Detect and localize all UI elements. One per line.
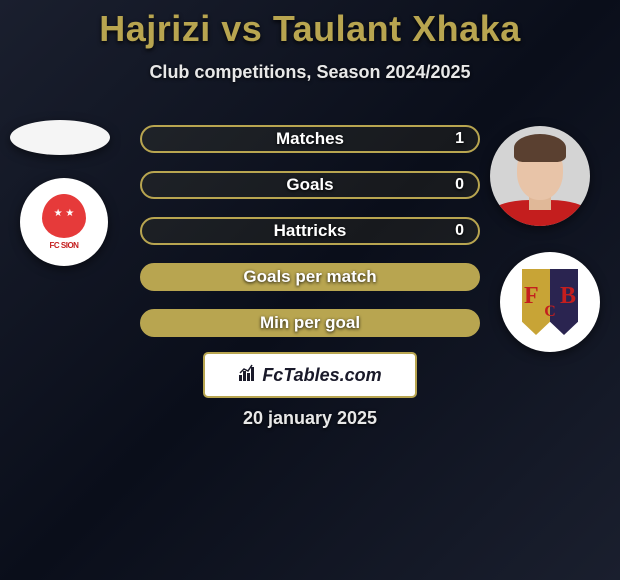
- stat-label: Goals: [286, 175, 333, 195]
- stat-bar-min-per-goal: Min per goal: [140, 309, 480, 337]
- stat-label: Hattricks: [274, 221, 347, 241]
- stat-value-right: 0: [455, 176, 464, 194]
- chart-icon: [238, 364, 258, 387]
- brand-name: FcTables.com: [262, 365, 381, 386]
- stat-bar-goals: Goals 0: [140, 171, 480, 199]
- stat-label: Goals per match: [243, 267, 376, 287]
- stat-bar-goals-per-match: Goals per match: [140, 263, 480, 291]
- page-title: Hajrizi vs Taulant Xhaka: [0, 0, 620, 50]
- stat-label: Min per goal: [260, 313, 360, 333]
- sion-logo-text: FC SION: [36, 241, 92, 250]
- stat-bar-hattricks: Hattricks 0: [140, 217, 480, 245]
- brand-badge: FcTables.com: [203, 352, 417, 398]
- player2-photo: [490, 126, 590, 226]
- stats-container: Matches 1 Goals 0 Hattricks 0 Goals per …: [140, 125, 480, 355]
- player1-club-logo: ★ ★ FC SION: [20, 178, 108, 266]
- stat-label: Matches: [276, 129, 344, 149]
- page-subtitle: Club competitions, Season 2024/2025: [0, 62, 620, 83]
- player1-photo: [10, 120, 110, 155]
- stat-value-right: 0: [455, 222, 464, 240]
- stat-bar-matches: Matches 1: [140, 125, 480, 153]
- player2-club-logo: F B C: [500, 252, 600, 352]
- footer-date: 20 january 2025: [243, 408, 377, 429]
- stat-value-right: 1: [455, 130, 464, 148]
